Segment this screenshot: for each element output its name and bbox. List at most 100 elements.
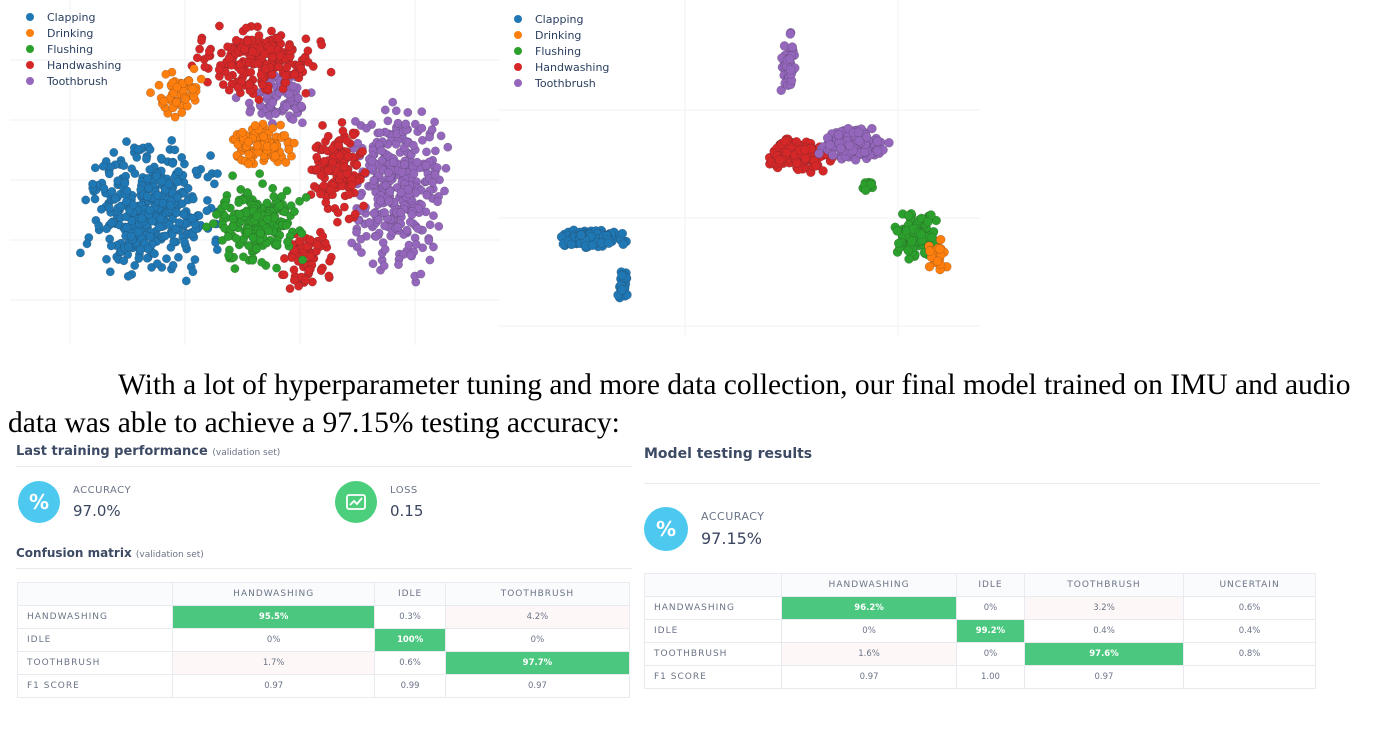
scatter-point — [233, 83, 243, 93]
scatter-point — [197, 36, 206, 46]
table-row: TOOTHBRUSH 1.6% 0% 97.6% 0.8% — [644, 642, 1316, 666]
scatter-point — [360, 168, 370, 178]
scatter-point — [181, 94, 191, 104]
scatter-point — [134, 254, 144, 263]
scatter-point — [211, 210, 221, 219]
training-accuracy-metric: % ACCURACY 97.0% — [18, 481, 131, 523]
scatter-point — [200, 62, 210, 72]
scatter-point — [262, 198, 272, 208]
scatter-point — [277, 191, 287, 201]
scatter-point — [893, 238, 904, 249]
scatter-point — [224, 85, 234, 95]
scatter-point — [188, 194, 198, 204]
training-title: Last training performance (validation se… — [16, 444, 281, 459]
scatter-point — [96, 204, 106, 214]
scatter-point — [301, 88, 311, 98]
scatter-point — [99, 183, 109, 193]
row-header: F1 SCORE — [644, 665, 782, 689]
scatter-point — [172, 82, 182, 92]
scatter-point — [368, 259, 378, 269]
scatter-point — [342, 136, 352, 146]
scatter-point — [380, 208, 389, 217]
scatter-point — [157, 176, 167, 186]
scatter-point — [317, 40, 327, 50]
table-row: HANDWASHING 96.2% 0% 3.2% 0.6% — [644, 596, 1316, 620]
scatter-point — [228, 221, 238, 231]
scatter-point — [133, 227, 143, 237]
legend-dot — [514, 79, 522, 87]
legend-dot — [514, 15, 522, 23]
legend-dot — [26, 13, 34, 21]
scatter-point — [587, 240, 598, 251]
scatter-point — [294, 281, 304, 291]
scatter-point — [173, 177, 183, 187]
scatter-point — [786, 65, 796, 75]
scatter-point — [367, 156, 377, 166]
scatter-point — [424, 236, 434, 246]
scatter-point — [154, 222, 164, 232]
row-header: IDLE — [644, 619, 782, 643]
scatter-point — [268, 52, 278, 62]
scatter-point — [576, 230, 586, 240]
scatter-point — [252, 211, 262, 221]
scatter-point — [326, 67, 336, 77]
scatter-point — [867, 123, 877, 134]
scatter-point — [282, 186, 292, 196]
scatter-point — [421, 160, 431, 170]
scatter-point — [383, 116, 393, 126]
scatter-point — [255, 229, 265, 239]
training-loss-metric: LOSS 0.15 — [335, 481, 423, 523]
scatter-point — [393, 118, 403, 128]
table-cell: 96.2% — [780, 596, 958, 620]
table-cell: 0% — [956, 642, 1025, 666]
scatter-point — [422, 147, 431, 157]
scatter-point — [174, 218, 184, 228]
scatter-point — [316, 170, 326, 180]
scatter-point — [168, 158, 178, 168]
row-header: TOOTHBRUSH — [17, 651, 173, 675]
scatter-point — [409, 169, 419, 179]
scatter-point — [109, 148, 119, 157]
scatter-point — [352, 227, 361, 237]
scatter-point — [127, 216, 137, 226]
scatter-point — [303, 57, 313, 67]
scatter-point — [162, 254, 171, 264]
scatter-point — [818, 166, 828, 176]
scatter-point — [284, 89, 294, 99]
scatter-point — [417, 123, 427, 133]
scatter-point — [252, 141, 262, 151]
scatter-point — [428, 177, 438, 187]
scatter-point — [238, 127, 247, 137]
scatter-point — [617, 228, 628, 239]
scatter-point — [853, 127, 864, 138]
scatter-point — [181, 276, 191, 286]
scatter-point — [380, 105, 390, 115]
scatter-point — [791, 158, 802, 168]
scatter-point — [259, 132, 268, 142]
metric-value: 97.15% — [701, 529, 763, 548]
scatter-point — [270, 151, 280, 161]
scatter-point — [243, 137, 253, 147]
scatter-point — [916, 229, 926, 240]
table-cell: 0.4% — [1183, 619, 1316, 643]
scatter-point — [332, 217, 342, 227]
scatter-point — [246, 67, 256, 77]
table-header-row: HANDWASHING IDLE TOOTHBRUSH UNCERTAIN — [644, 573, 1316, 597]
scatter-point — [617, 285, 627, 295]
scatter-point — [263, 214, 273, 224]
scatter-point — [298, 255, 308, 265]
scatter-point — [617, 270, 627, 281]
table-cell: 0% — [780, 619, 958, 643]
scatter-point — [353, 138, 363, 148]
scatter-point — [784, 54, 795, 64]
scatter-point — [334, 140, 344, 150]
scatter-point — [208, 219, 218, 229]
scatter-point — [281, 101, 291, 111]
legend-left: Clapping Drinking Flushing Handwashing T… — [26, 10, 121, 90]
column-header: TOOTHBRUSH — [1023, 573, 1185, 597]
table-row: TOOTHBRUSH 1.7% 0.6% 97.7% — [17, 651, 631, 675]
scatter-point — [932, 256, 943, 267]
scatter-point — [189, 64, 199, 74]
scatter-point — [338, 126, 348, 136]
scatter-point — [903, 245, 913, 256]
